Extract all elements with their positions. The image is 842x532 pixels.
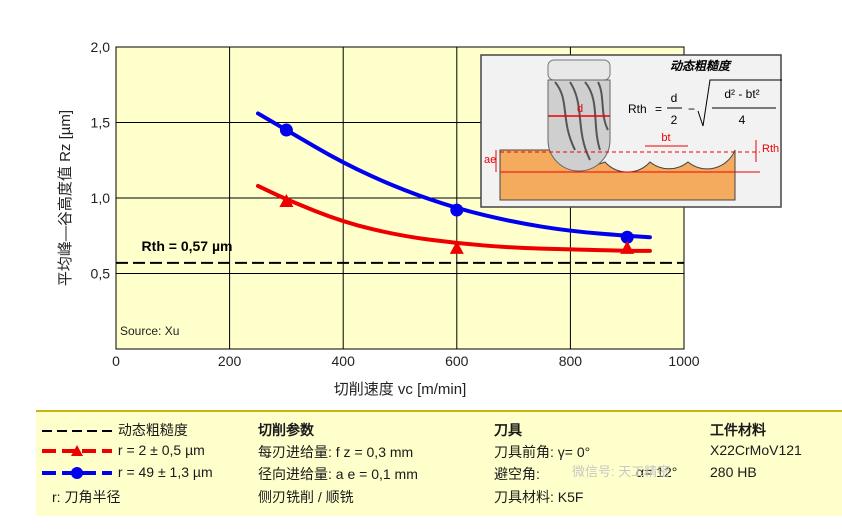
tool-material: 刀具材料: K5F bbox=[494, 489, 584, 505]
x-tick-label: 400 bbox=[332, 353, 356, 369]
legend-radius-note: r: 刀角半径 bbox=[52, 489, 121, 505]
svg-text:bt: bt bbox=[661, 132, 670, 144]
svg-text:4: 4 bbox=[739, 113, 746, 127]
tick-labels: 0 200 400 600 800 1000 0,5 1,0 1,5 2,0 bbox=[91, 39, 700, 369]
watermark: 微信号: 天工精密 bbox=[572, 464, 671, 479]
x-tick-label: 0 bbox=[112, 353, 120, 369]
legend-blue-series: r = 49 ± 1,3 µm bbox=[40, 464, 213, 480]
tool-title: 刀具 bbox=[494, 422, 522, 438]
data-point-circle bbox=[279, 123, 293, 137]
series-line-1 bbox=[256, 183, 652, 253]
y-tick-label: 0,5 bbox=[91, 266, 111, 282]
param-feed-per-tooth: 每刃进给量: f z = 0,3 mm bbox=[258, 444, 414, 460]
param-radial-feed: 径向进给量: a e = 0,1 mm bbox=[258, 466, 418, 482]
svg-text:d: d bbox=[671, 91, 678, 105]
roughness-formula: Rth = d 2 − d² - bt² 4 bbox=[628, 79, 782, 127]
tool-rake-angle: 刀具前角: γ= 0° bbox=[494, 444, 591, 460]
y-tick-label: 2,0 bbox=[91, 39, 111, 55]
svg-text:ae: ae bbox=[484, 154, 496, 166]
y-axis-label: 平均峰—谷高度值 Rz [µm] bbox=[57, 110, 74, 286]
svg-text:−: − bbox=[688, 102, 695, 116]
chart: 0 200 400 600 800 1000 0,5 1,0 1,5 2,0 Rth = 0,57… bbox=[57, 39, 782, 398]
y-tick-label: 1,0 bbox=[91, 190, 111, 206]
data-point-triangle bbox=[449, 240, 464, 254]
x-tick-label: 800 bbox=[559, 353, 583, 369]
series-layer bbox=[256, 111, 652, 254]
x-axis-label: 切削速度 vc [m/min] bbox=[334, 381, 467, 398]
svg-text:Rth: Rth bbox=[628, 102, 647, 116]
tool-clearance-angle: 避空角: bbox=[494, 466, 540, 482]
params-title: 切削参数 bbox=[258, 422, 314, 438]
reference-layer: Rth = 0,57 µm bbox=[116, 238, 684, 264]
legend-dynamic-roughness: 动态粗糙度 bbox=[42, 422, 188, 438]
rth-reference-label: Rth = 0,57 µm bbox=[142, 238, 233, 254]
inset-title: 动态粗糙度 bbox=[670, 59, 732, 73]
data-point-triangle bbox=[279, 194, 294, 208]
param-milling-mode: 侧刃铣削 / 顺铣 bbox=[258, 489, 354, 505]
x-tick-label: 1000 bbox=[668, 353, 699, 369]
legend-panel: 动态粗糙度 r = 2 ± 0,5 µm r = 49 ± 1,3 µm r: … bbox=[36, 410, 842, 516]
svg-text:d² - bt²: d² - bt² bbox=[724, 87, 759, 101]
legend-red-series: r = 2 ± 0,5 µm bbox=[40, 442, 205, 458]
end-mill-tool bbox=[547, 59, 611, 172]
workpiece-hardness: 280 HB bbox=[710, 464, 757, 480]
data-point-triangle bbox=[620, 240, 635, 254]
svg-text:2: 2 bbox=[671, 113, 678, 127]
svg-text:Rth: Rth bbox=[762, 143, 779, 155]
x-tick-label: 600 bbox=[445, 353, 469, 369]
x-tick-label: 200 bbox=[218, 353, 242, 369]
workpiece-material: X22CrMoV121 bbox=[710, 442, 802, 458]
y-tick-label: 1,5 bbox=[91, 115, 111, 131]
data-point-circle bbox=[450, 203, 464, 217]
data-point-circle bbox=[620, 230, 634, 244]
inset-diagram: 动态粗糙度 Rth = d 2 − d² - bt² 4 d bt bbox=[480, 54, 782, 208]
source-note: Source: Xu bbox=[120, 324, 179, 338]
tool-clearance-value: α= 12° bbox=[636, 464, 678, 480]
workpiece-title: 工件材料 bbox=[710, 422, 766, 438]
svg-text:d: d bbox=[577, 103, 583, 115]
svg-text:=: = bbox=[655, 102, 662, 116]
